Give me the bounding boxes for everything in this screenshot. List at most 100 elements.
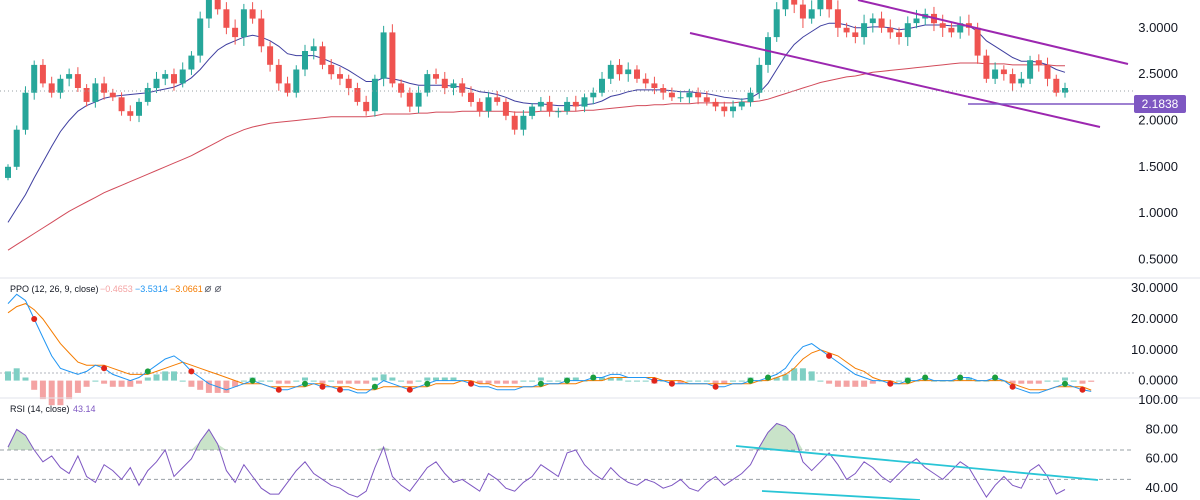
ppo-histogram-bar bbox=[1009, 380, 1016, 384]
price-axis-tick-label: 3.0000 bbox=[1138, 20, 1178, 35]
ppo-histogram-bar bbox=[293, 380, 300, 382]
ppo-histogram-bar bbox=[109, 380, 116, 387]
rsi-trend-upper[interactable] bbox=[735, 445, 1099, 481]
ppo-histogram-bar bbox=[677, 380, 684, 384]
drawing-overlays[interactable] bbox=[0, 0, 1134, 128]
candle-body bbox=[153, 78, 160, 89]
rsi-legend[interactable]: RSI (14, close) 43.14 bbox=[10, 404, 96, 414]
candle-body bbox=[738, 101, 745, 107]
ppo-histogram-bar bbox=[799, 368, 806, 381]
ppo-histogram-bar bbox=[686, 380, 693, 382]
ppo-panel[interactable]: PPO (12, 26, 9, close) −0.4653 −3.5314 −… bbox=[0, 280, 1178, 406]
ppo-histogram-bar bbox=[66, 380, 73, 400]
ppo-cross-marker bbox=[275, 386, 282, 393]
ppo-cross-marker bbox=[337, 386, 343, 393]
ppo-histogram bbox=[5, 368, 1095, 406]
ppo-cross-marker bbox=[31, 316, 38, 322]
ppo-histogram-bar bbox=[415, 380, 422, 382]
ppo-histogram-bar bbox=[310, 380, 317, 382]
candle-body bbox=[328, 64, 335, 75]
ppo-legend-hide-icon[interactable] bbox=[204, 285, 212, 293]
ppo-histogram-bar bbox=[380, 374, 387, 381]
ppo-cross-marker bbox=[371, 383, 378, 390]
candle-body bbox=[529, 106, 536, 116]
ppo-histogram-bar bbox=[738, 380, 745, 382]
candle-body bbox=[101, 83, 108, 93]
candle-body bbox=[1009, 74, 1016, 84]
candle-body bbox=[293, 69, 300, 93]
price-panel[interactable]: 2.1838 3.0000 2.5000 2.0000 1.5000 1.0000 0.5… bbox=[0, 0, 1186, 267]
ema-slow-line-path bbox=[7, 62, 1065, 251]
ppo-histogram-bar bbox=[179, 380, 186, 382]
ppo-legend-hist-value: −0.4653 bbox=[100, 284, 133, 294]
ppo-histogram-bar bbox=[808, 371, 815, 381]
ppo-histogram-bar bbox=[101, 380, 108, 384]
ppo-histogram-bar bbox=[197, 380, 204, 390]
candle-body bbox=[22, 92, 29, 130]
ppo-histogram-bar bbox=[625, 380, 632, 382]
ppo-cross-marker bbox=[424, 380, 431, 387]
ppo-histogram-bar bbox=[302, 377, 308, 381]
ppo-legend[interactable]: PPO (12, 26, 9, close) −0.4653 −3.5314 −… bbox=[10, 284, 222, 294]
candle-body bbox=[302, 51, 308, 70]
candle-body bbox=[677, 97, 684, 99]
candle-body bbox=[791, 0, 798, 5]
candle-body bbox=[371, 78, 378, 112]
ppo-axis-tick-label: 0.0000 bbox=[1138, 373, 1178, 388]
candle-body bbox=[485, 97, 492, 112]
candle-body bbox=[424, 74, 431, 93]
ppo-histogram-bar bbox=[5, 371, 11, 381]
channel-upper-line[interactable] bbox=[857, 0, 1129, 65]
candle-body bbox=[48, 83, 55, 93]
ppo-histogram-bar bbox=[852, 380, 859, 387]
rsi-trend-lower[interactable] bbox=[761, 490, 921, 500]
ppo-cross-marker bbox=[992, 374, 999, 381]
ppo-histogram-bar bbox=[843, 380, 850, 387]
ppo-legend-settings-icon[interactable] bbox=[214, 285, 222, 293]
ppo-histogram-bar bbox=[406, 380, 413, 384]
channel-lower-line[interactable] bbox=[689, 32, 1101, 128]
candle-body bbox=[686, 92, 693, 98]
ppo-histogram-bar bbox=[223, 380, 230, 393]
price-tag[interactable]: 2.1838 bbox=[1134, 95, 1186, 113]
ppo-histogram-bar bbox=[721, 380, 728, 384]
ppo-histogram-bar bbox=[782, 374, 789, 381]
ppo-histogram-bar bbox=[826, 380, 833, 384]
ppo-histogram-bar bbox=[896, 380, 902, 382]
candle-body bbox=[441, 78, 448, 89]
candle-body bbox=[363, 101, 370, 112]
ppo-histogram-bar bbox=[433, 377, 439, 381]
ppo-histogram-bar bbox=[869, 380, 876, 384]
candle-body bbox=[660, 88, 667, 93]
rsi-panel[interactable]: RSI (14, close) 43.14 100.00 80.00 60.00 40… bbox=[0, 392, 1178, 500]
candle-body bbox=[92, 83, 99, 102]
candlestick-series bbox=[5, 0, 1068, 181]
rsi-legend-name: RSI (14, close) bbox=[10, 404, 70, 414]
ppo-cross-marker bbox=[249, 377, 256, 384]
ppo-histogram-bar bbox=[345, 380, 352, 384]
candle-body bbox=[450, 83, 457, 88]
ppo-histogram-bar bbox=[136, 380, 142, 384]
candle-body bbox=[267, 46, 274, 65]
ppo-cross-marker bbox=[302, 380, 308, 387]
ppo-cross-marker bbox=[406, 386, 413, 393]
candle-body bbox=[974, 27, 981, 56]
ppo-histogram-bar bbox=[1062, 377, 1068, 381]
candle-body bbox=[695, 92, 702, 98]
candle-body bbox=[240, 9, 247, 38]
candle-body bbox=[345, 78, 352, 89]
candle-body bbox=[1035, 60, 1042, 65]
candle-body bbox=[179, 69, 186, 84]
candle-body bbox=[476, 101, 483, 112]
candle-body bbox=[57, 78, 64, 93]
candle-body bbox=[398, 83, 405, 93]
candle-body bbox=[109, 92, 116, 98]
price-axis-tick-label: 2.0000 bbox=[1138, 113, 1178, 128]
candle-body bbox=[310, 46, 317, 51]
candle-body bbox=[380, 32, 387, 79]
candle-body bbox=[433, 74, 439, 79]
ppo-histogram-bar bbox=[48, 380, 55, 406]
candle-body bbox=[118, 97, 125, 112]
ema-slow-line bbox=[7, 62, 1065, 251]
